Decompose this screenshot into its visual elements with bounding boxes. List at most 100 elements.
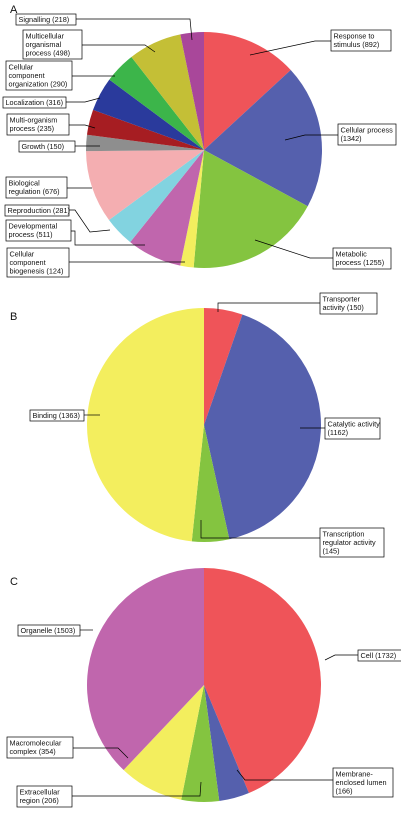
label-box xyxy=(17,624,81,637)
leader-line xyxy=(249,40,331,56)
pie-slice-a-1 xyxy=(204,69,322,207)
leader-line xyxy=(254,239,333,259)
leader-line xyxy=(82,44,156,53)
pie-slice-a-4 xyxy=(130,150,204,266)
label-text: complex (354) xyxy=(10,747,56,756)
pie-slice-b-3 xyxy=(86,308,204,542)
leader-line xyxy=(69,209,111,233)
label-text: organization (290) xyxy=(9,79,68,88)
label-text: Extracellular xyxy=(20,788,61,797)
slice-label-c-4: Organelle (1503) xyxy=(17,624,93,637)
label-box xyxy=(319,527,385,558)
slice-label-b-1: Catalytic activity(1162) xyxy=(300,417,381,440)
slice-label-c-0: Cell (1732) xyxy=(324,649,401,662)
label-text: process (511) xyxy=(9,230,53,239)
label-text: Cellular process xyxy=(341,126,394,135)
pie-slice-c-2 xyxy=(181,685,220,802)
pie-chart-c: Cell (1732) Membrane-enclosed lumen(166) E… xyxy=(6,568,401,808)
pie-slice-a-5 xyxy=(109,150,204,243)
label-text: stimulus (892) xyxy=(334,40,380,49)
label-box xyxy=(18,140,76,153)
label-text: (1342) xyxy=(341,134,362,143)
pie-slice-a-3 xyxy=(180,150,204,268)
label-text: Transporter xyxy=(323,295,361,304)
leader-line xyxy=(71,230,145,246)
label-box xyxy=(324,417,381,440)
label-box xyxy=(5,176,68,199)
slice-label-c-1: Membrane-enclosed lumen(166) xyxy=(236,767,394,798)
label-text: process (235) xyxy=(10,124,55,133)
pie-slice-b-1 xyxy=(204,314,322,540)
label-box xyxy=(29,409,85,422)
label-text: Cellular xyxy=(9,63,34,72)
label-text: biogenesis (124) xyxy=(10,266,64,275)
panel-letter-a: A xyxy=(10,4,18,16)
label-text: Growth (150) xyxy=(22,142,65,151)
label-text: Developmental xyxy=(9,222,58,231)
label-box xyxy=(5,219,72,242)
label-text: Cellular xyxy=(10,250,35,259)
panel-letter-b: B xyxy=(10,311,17,323)
label-text: process (1255) xyxy=(336,258,385,267)
label-text: Multicellular xyxy=(26,32,65,41)
pie-slice-c-3 xyxy=(123,685,204,800)
slice-label-a-7: Growth (150) xyxy=(18,140,100,153)
label-text: enclosed lumen xyxy=(336,778,387,787)
panel-letter-c: C xyxy=(10,576,18,588)
label-text: process (498) xyxy=(26,48,71,57)
label-box xyxy=(6,113,70,136)
label-text: Organelle (1503) xyxy=(21,626,76,635)
label-text: Transcription xyxy=(323,530,365,539)
label-box xyxy=(319,292,378,315)
pie-slice-c-4 xyxy=(86,568,204,771)
label-text: Macromolecular xyxy=(10,739,62,748)
pie-slice-a-7 xyxy=(86,134,204,152)
label-text: Metabolic xyxy=(336,250,368,259)
label-text: Catalytic activity xyxy=(328,420,381,429)
label-text: Signalling (218) xyxy=(19,15,70,24)
label-box xyxy=(330,29,392,52)
label-box xyxy=(15,13,77,26)
label-text: activity (150) xyxy=(323,303,364,312)
leader-line xyxy=(66,97,101,103)
pie-slice-c-0 xyxy=(204,568,322,794)
label-text: (166) xyxy=(336,786,353,795)
pie-slice-a-6 xyxy=(86,150,204,220)
slice-label-a-9: Localization (316) xyxy=(2,96,101,109)
label-text: (145) xyxy=(323,546,340,555)
label-text: Reproduction (281) xyxy=(8,206,70,215)
slice-label-a-1: Cellular process(1342) xyxy=(284,123,397,146)
pie-slice-a-9 xyxy=(93,79,204,150)
label-box xyxy=(337,123,397,146)
slice-label-b-3: Binding (1363) xyxy=(29,409,100,422)
pie-slice-a-0 xyxy=(204,32,291,150)
label-text: component xyxy=(10,258,46,267)
label-text: component xyxy=(9,71,45,80)
leader-line xyxy=(284,134,338,141)
slice-label-a-5: Reproduction (281) xyxy=(4,204,111,233)
leader-line xyxy=(217,302,320,312)
leader-line xyxy=(236,769,333,781)
label-text: regulation (676) xyxy=(9,187,60,196)
pie-slice-c-1 xyxy=(204,685,249,801)
label-text: Response to xyxy=(334,32,375,41)
leader-line xyxy=(73,747,129,759)
pie-slice-a-10 xyxy=(109,56,204,151)
label-text: Biological xyxy=(9,179,41,188)
pie-slice-b-2 xyxy=(191,425,230,542)
label-box xyxy=(16,785,73,808)
pie-slice-a-12 xyxy=(180,31,204,150)
leader-line xyxy=(200,520,320,539)
label-text: Multi-organism xyxy=(10,116,58,125)
